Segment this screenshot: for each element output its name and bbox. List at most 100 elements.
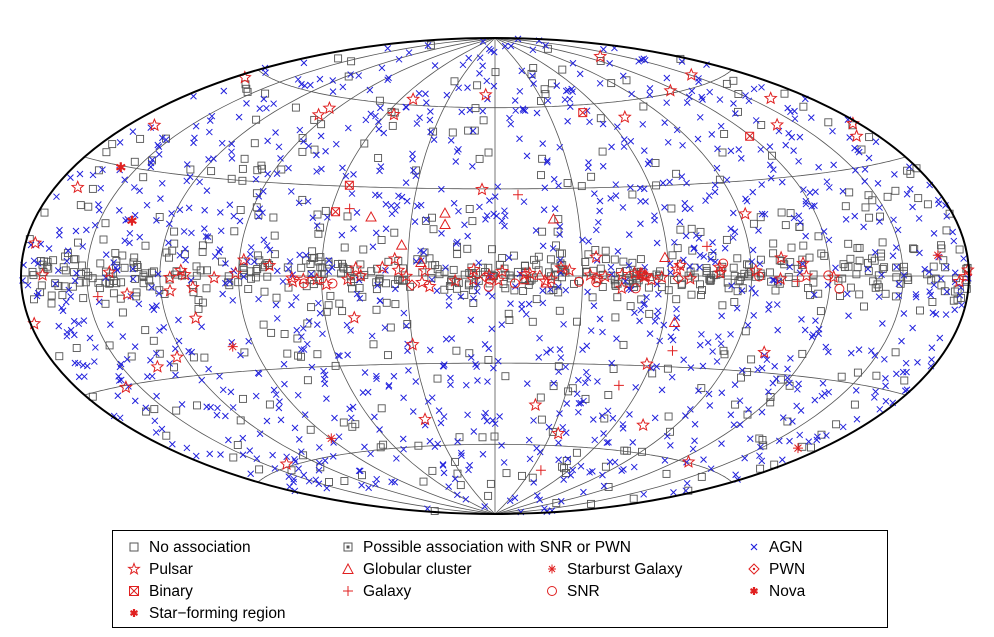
data-point-agn	[667, 442, 674, 449]
data-point-agn	[263, 104, 270, 112]
data-point-agn	[788, 133, 796, 141]
data-point-agn	[482, 216, 489, 223]
data-point-no-association	[743, 410, 752, 419]
data-point-agn	[168, 440, 176, 448]
data-point-agn	[539, 242, 547, 250]
data-point-no-association	[555, 249, 564, 258]
data-point-no-association	[339, 418, 348, 427]
data-point-agn	[200, 225, 208, 232]
data-point-agn	[549, 245, 557, 252]
data-point-pulsar	[713, 265, 728, 279]
data-point-no-association	[291, 103, 300, 112]
data-point-no-association	[780, 89, 789, 98]
data-point-agn	[654, 307, 662, 315]
data-point-agn	[121, 237, 129, 245]
data-point-snr	[591, 277, 602, 288]
data-point-agn	[430, 136, 438, 143]
data-point-no-association	[906, 169, 915, 178]
data-point-agn	[876, 405, 884, 413]
data-point-agn	[489, 417, 497, 424]
data-point-pulsar	[170, 349, 184, 364]
data-point-agn	[236, 217, 244, 225]
data-point-pulsar	[207, 270, 222, 284]
data-point-agn	[216, 372, 223, 380]
data-point-agn	[766, 161, 774, 169]
data-point-no-association	[663, 364, 672, 373]
data-point-agn	[34, 260, 42, 267]
data-point-no-association	[155, 213, 164, 221]
data-point-no-association	[807, 443, 815, 452]
data-point-agn	[928, 344, 936, 352]
data-point-agn	[295, 436, 303, 443]
data-point-agn	[875, 293, 883, 301]
data-point-no-association	[69, 268, 78, 277]
data-point-agn	[664, 138, 672, 146]
data-point-no-association	[502, 469, 511, 478]
data-point-agn	[860, 223, 867, 231]
data-point-no-association	[734, 107, 742, 116]
legend-item-pulsar: Pulsar	[127, 561, 193, 579]
data-point-agn	[465, 54, 473, 62]
data-point-no-association	[372, 305, 381, 314]
data-point-agn	[491, 420, 499, 428]
data-point-no-association	[837, 372, 846, 381]
data-point-no-association	[626, 302, 635, 311]
data-point-agn	[116, 139, 124, 146]
data-point-no-association	[878, 264, 887, 273]
data-point-agn	[458, 108, 466, 116]
data-point-agn	[479, 38, 487, 45]
data-point-pulsar	[386, 107, 401, 121]
data-point-agn	[153, 217, 160, 224]
data-point-agn	[786, 437, 793, 445]
data-point-agn	[521, 107, 529, 114]
data-point-no-association	[598, 283, 607, 291]
data-point-agn	[847, 349, 855, 357]
data-point-agn	[842, 216, 850, 223]
data-point-agn	[473, 288, 481, 295]
data-point-agn	[245, 337, 253, 345]
data-point-agn	[490, 82, 498, 90]
data-point-agn	[440, 362, 448, 370]
data-point-agn	[114, 392, 122, 400]
data-point-no-association	[72, 344, 81, 352]
data-point-pulsar	[554, 260, 568, 274]
data-point-agn	[553, 82, 561, 90]
data-point-agn	[413, 202, 421, 210]
data-point-no-association	[733, 254, 742, 263]
legend-item-binary: Binary	[127, 583, 193, 601]
data-point-agn	[300, 471, 308, 479]
data-point-no-association	[532, 295, 541, 304]
data-point-no-association	[94, 278, 103, 287]
data-point-no-association	[872, 371, 881, 380]
data-point-no-association	[587, 499, 595, 508]
data-point-no-association	[130, 253, 139, 262]
data-point-no-association	[234, 278, 243, 287]
data-point-no-association	[504, 309, 513, 318]
data-point-agn	[525, 300, 533, 308]
data-point-no-association	[923, 270, 932, 279]
data-point-no-association	[244, 285, 253, 293]
data-point-agn	[795, 380, 803, 388]
data-point-globular-cluster	[395, 239, 408, 250]
data-point-agn	[71, 277, 79, 285]
data-point-pulsar	[590, 271, 604, 285]
data-point-agn	[694, 135, 702, 143]
data-point-agn	[937, 275, 945, 282]
data-point-no-association	[900, 262, 908, 271]
data-point-agn	[815, 325, 823, 333]
data-point-no-association	[230, 227, 239, 236]
data-point-no-association	[81, 278, 90, 287]
data-point-agn	[758, 181, 766, 188]
data-point-agn	[745, 97, 753, 105]
data-point-agn	[409, 150, 416, 158]
data-point-agn	[585, 159, 592, 166]
data-point-agn	[556, 223, 564, 230]
data-point-galaxy	[792, 276, 803, 287]
data-point-agn	[464, 232, 472, 240]
data-point-agn	[283, 453, 291, 461]
data-point-no-association	[229, 453, 238, 462]
data-point-no-association	[668, 251, 677, 260]
data-point-agn	[92, 344, 99, 351]
data-point-no-association	[139, 173, 148, 182]
data-point-no-association	[552, 241, 560, 250]
